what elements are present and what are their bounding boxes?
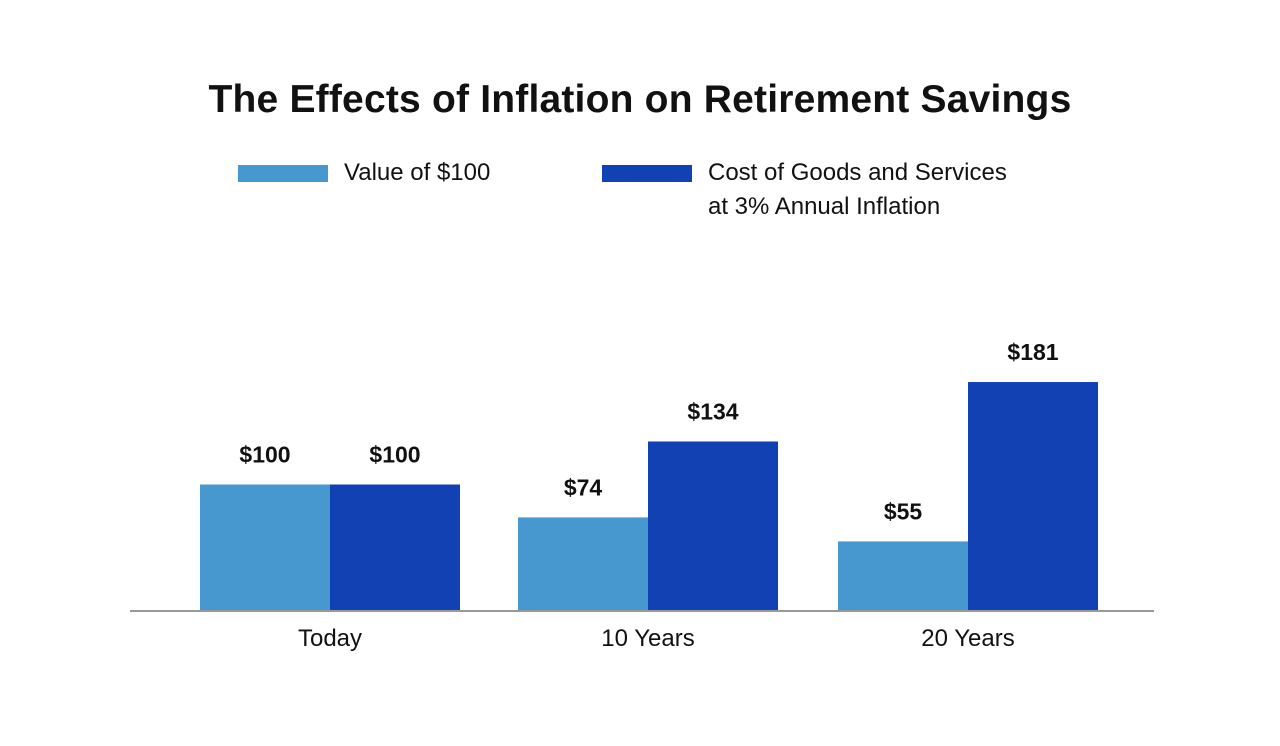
legend-item-value-of-100: Value of $100 xyxy=(238,159,490,190)
value-label-10-years-series-2: $134 xyxy=(687,398,738,424)
bar-20-years-series-2 xyxy=(968,382,1098,611)
value-label-20-years-series-2: $181 xyxy=(1007,339,1058,365)
legend-label-line: at 3% Annual Inflation xyxy=(708,193,941,220)
value-label-10-years-series-1: $74 xyxy=(564,474,603,500)
value-label-today-series-1: $100 xyxy=(239,442,290,468)
value-label-20-years-series-1: $55 xyxy=(884,498,923,524)
legend-label-cost-of-goods: Cost of Goods and Services at 3% Annual … xyxy=(708,156,1007,224)
bar-today-series-2 xyxy=(330,484,460,611)
category-label-10-years: 10 Years xyxy=(601,625,694,652)
chart-title: The Effects of Inflation on Retirement S… xyxy=(208,78,1072,121)
bar-10-years-series-1 xyxy=(518,517,648,611)
category-label-today: Today xyxy=(298,625,362,652)
value-label-today-series-2: $100 xyxy=(369,442,420,468)
bar-today-series-1 xyxy=(200,484,330,611)
legend-swatch-cost-of-goods xyxy=(602,165,692,182)
legend-item-cost-of-goods: Cost of Goods and Services at 3% Annual … xyxy=(602,159,1007,224)
bar-20-years-series-1 xyxy=(838,541,968,611)
bar-10-years-series-2 xyxy=(648,441,778,611)
legend-label-line: Cost of Goods and Services xyxy=(708,159,1007,186)
legend-label-line: Value of $100 xyxy=(344,159,491,186)
category-label-20-years: 20 Years xyxy=(921,625,1014,652)
legend-swatch-value-of-100 xyxy=(238,165,328,182)
legend-label-value-of-100: Value of $100 xyxy=(344,156,490,190)
